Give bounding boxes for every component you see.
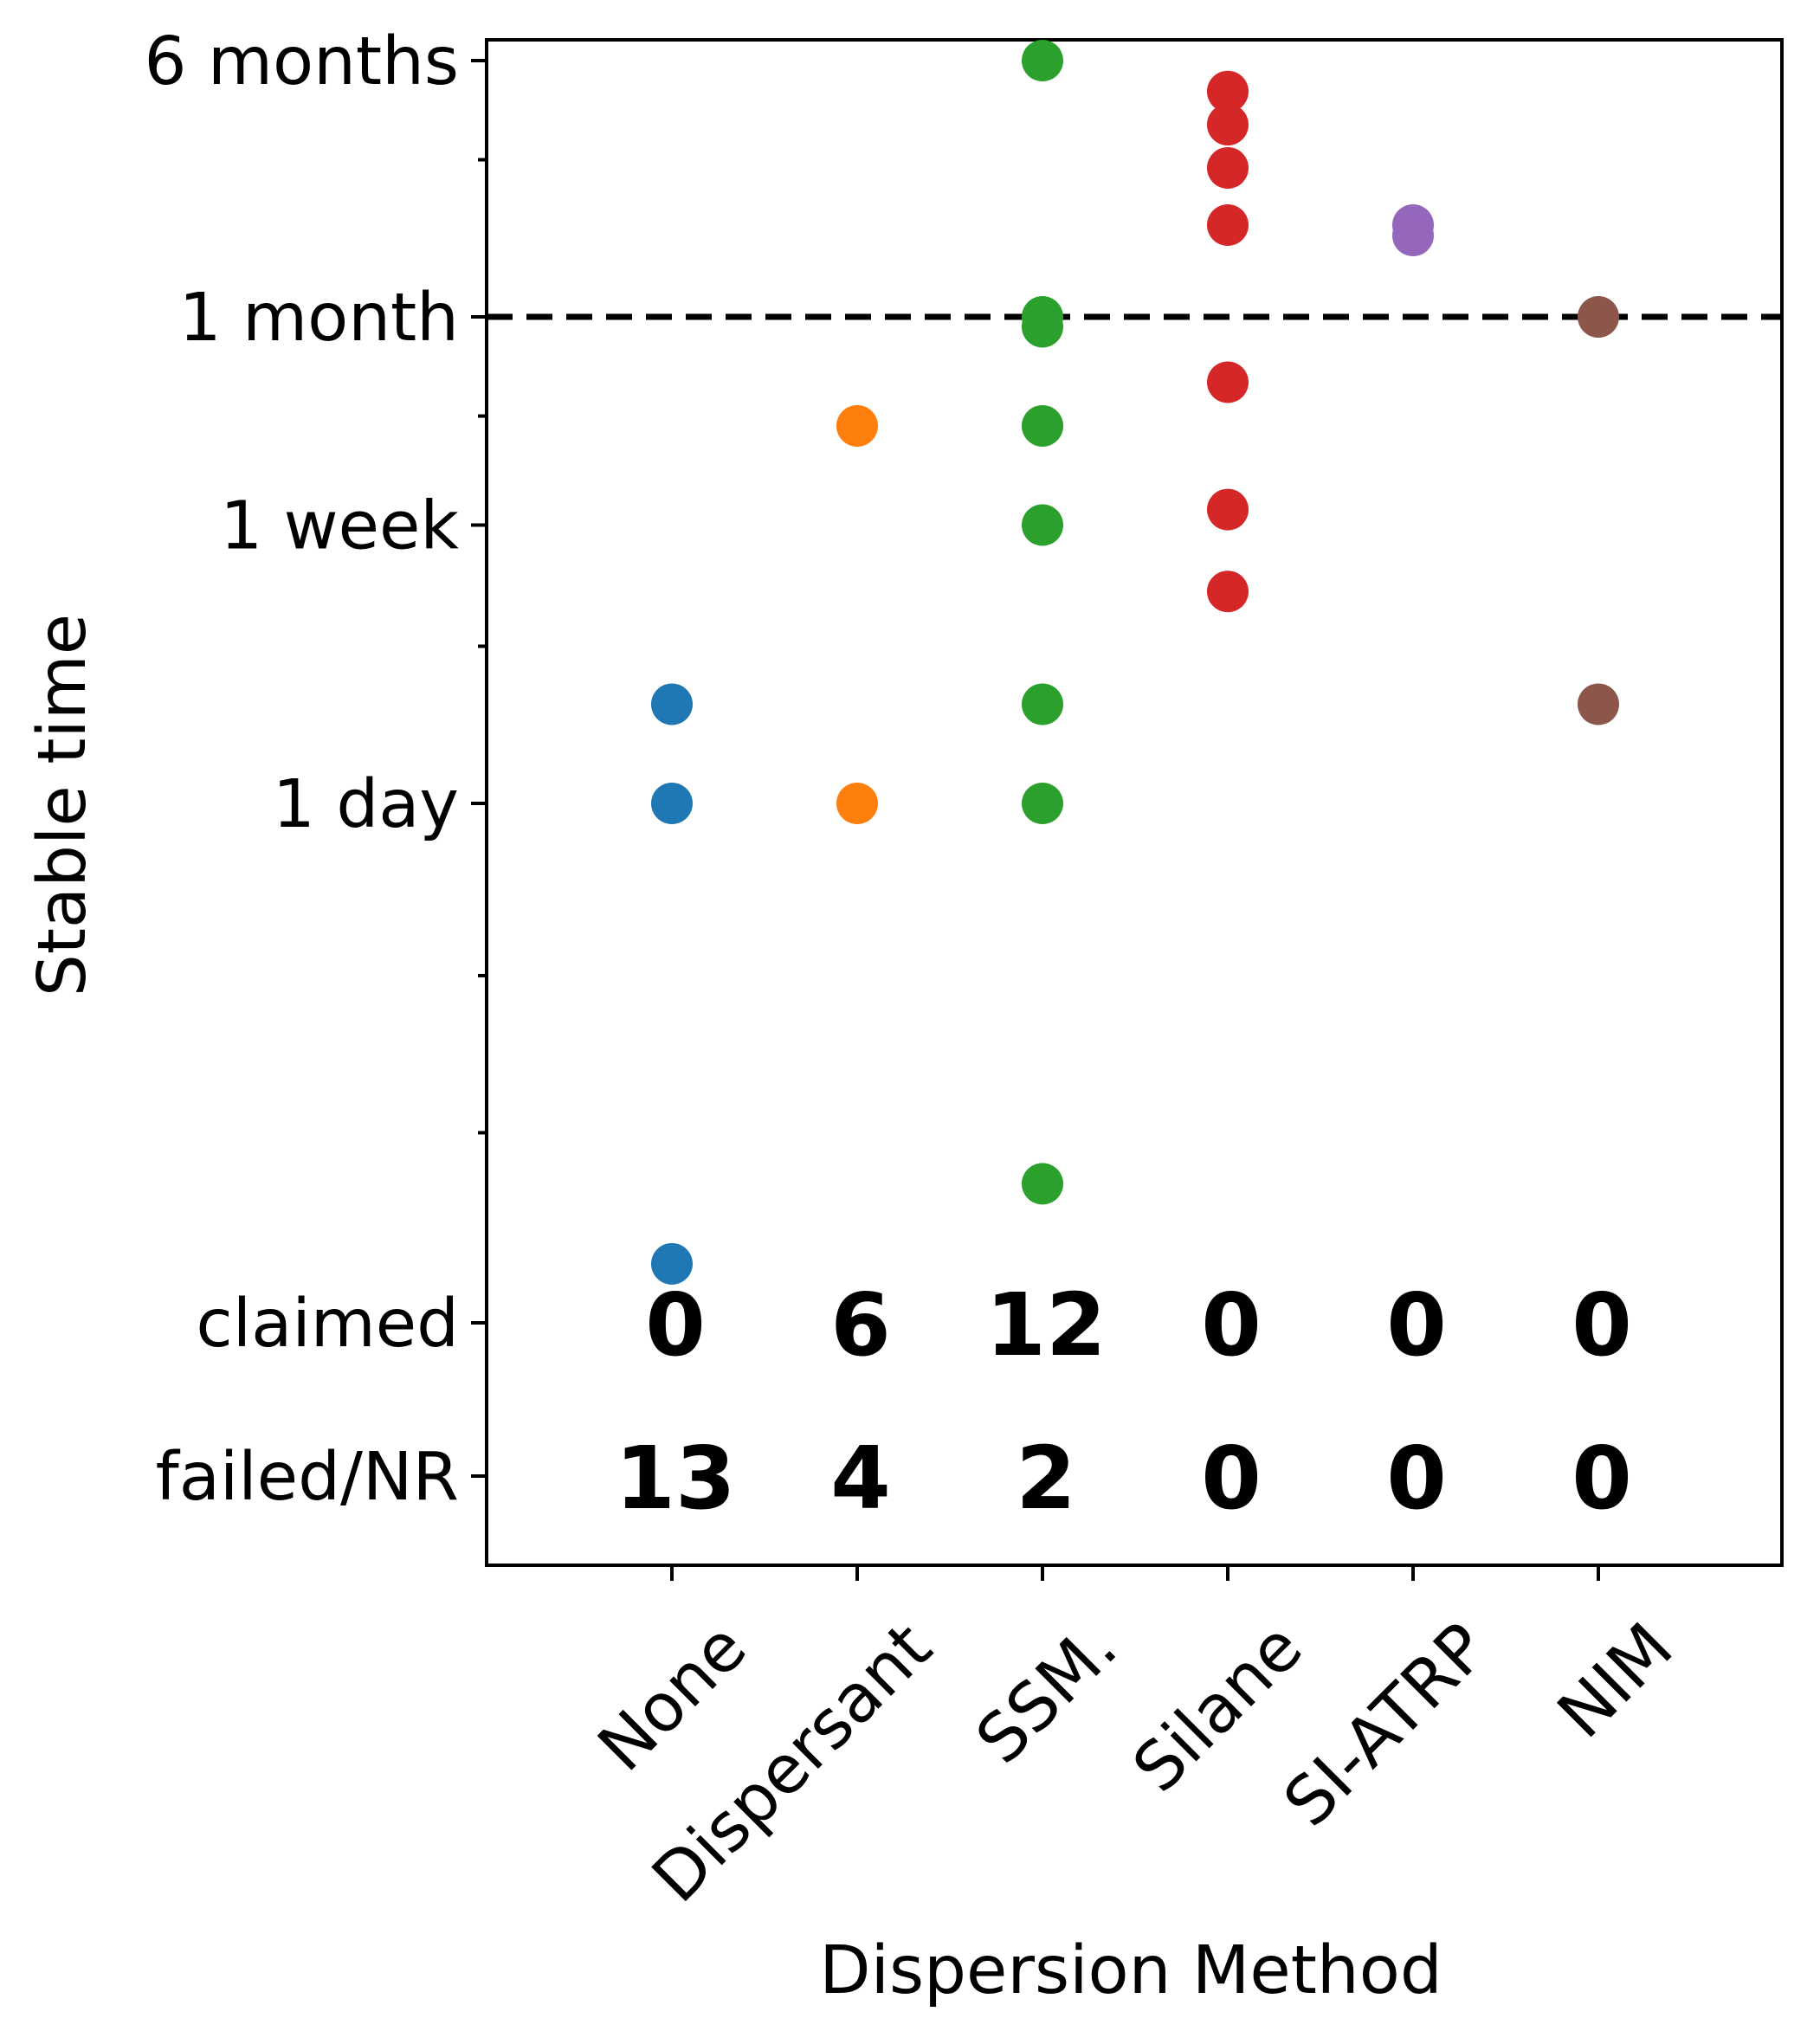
count-value: 4 [830, 1428, 891, 1529]
data-point [1207, 488, 1249, 531]
count-value: 0 [1386, 1274, 1447, 1376]
count-value: 0 [645, 1274, 706, 1376]
data-point [1207, 104, 1249, 146]
y-tick-label: 6 months [145, 23, 460, 100]
data-point [1022, 504, 1063, 546]
axes: 6 months 1 month 1 week 1 day claimed failed/… [145, 23, 1784, 1918]
data-point [1022, 783, 1063, 824]
data-point [1022, 683, 1063, 725]
count-value: 2 [1016, 1428, 1076, 1529]
data-point [836, 404, 878, 447]
data-point [1022, 404, 1063, 447]
x-tick-label: None [584, 1609, 761, 1787]
data-point [651, 683, 693, 725]
x-tick-label: NIM [1544, 1609, 1688, 1754]
y-tick-label: 1 week [220, 487, 459, 564]
data-point [1207, 203, 1249, 246]
count-value: 13 [615, 1428, 735, 1529]
data-point [651, 1242, 693, 1285]
data-point [1578, 296, 1619, 338]
data-point [1207, 146, 1249, 189]
data-points [651, 40, 1619, 1285]
data-point [1392, 215, 1434, 257]
data-point [836, 783, 878, 824]
count-value: 0 [1201, 1428, 1262, 1529]
count-value: 0 [1572, 1274, 1632, 1376]
data-point [1022, 40, 1063, 81]
x-tick-label: SI-ATRP [1269, 1609, 1502, 1842]
data-point [1022, 1163, 1063, 1205]
data-point [1578, 683, 1619, 725]
count-value: 12 [985, 1274, 1106, 1376]
data-point [1207, 361, 1249, 403]
count-value: 6 [830, 1274, 891, 1376]
y-axis-title: Stable time [24, 614, 101, 996]
count-row-label: failed/NR [156, 1439, 459, 1516]
data-point [1207, 571, 1249, 613]
x-axis-title: Dispersion Method [819, 1932, 1442, 2009]
data-point [1207, 70, 1249, 113]
count-value: 0 [1386, 1428, 1447, 1529]
y-tick-label: 1 month [179, 280, 459, 357]
count-value: 0 [1201, 1274, 1262, 1376]
x-tick-label: SSM. [962, 1609, 1132, 1779]
data-point [651, 783, 693, 824]
y-tick-label: 1 day [273, 766, 459, 843]
data-point [1022, 306, 1063, 348]
count-row-label: claimed [196, 1286, 459, 1363]
count-labels: 0 6 12 0 0 0 13 4 2 0 0 0 [615, 1274, 1631, 1529]
count-value: 0 [1572, 1428, 1632, 1529]
